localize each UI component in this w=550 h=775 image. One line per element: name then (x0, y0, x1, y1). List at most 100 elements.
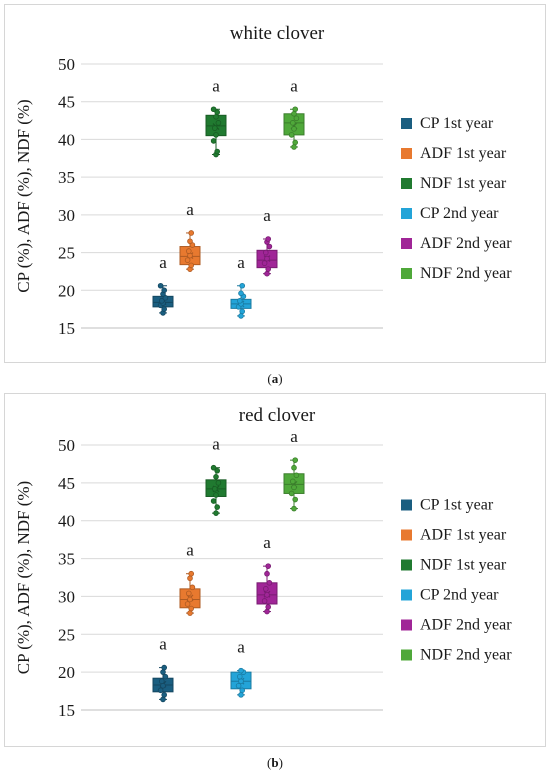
y-tick-label: 50 (58, 436, 75, 455)
data-point (187, 596, 193, 603)
data-point (235, 682, 242, 689)
data-point (186, 248, 192, 254)
significance-letter: a (263, 206, 271, 225)
data-point (237, 673, 243, 680)
significance-letter: a (212, 76, 220, 95)
data-point (188, 605, 195, 612)
caption-a: (a) (267, 371, 283, 386)
data-point (265, 236, 272, 242)
legend-label: ADF 1st year (420, 145, 507, 162)
data-point (262, 586, 269, 592)
significance-letter: a (159, 635, 167, 654)
legend-swatch (401, 559, 412, 571)
data-point (161, 692, 168, 698)
y-tick-label: 25 (58, 244, 75, 263)
caption-a-label: a (271, 371, 279, 386)
box-group: a (283, 427, 305, 512)
legend-label: ADF 2nd year (420, 235, 512, 252)
legend-label: NDF 2nd year (420, 265, 512, 282)
legend-swatch (401, 148, 412, 159)
data-point (264, 570, 270, 577)
legend-label: ADF 2nd year (420, 617, 512, 634)
data-point (213, 510, 219, 516)
data-point (262, 249, 269, 256)
y-tick-label: 15 (58, 319, 75, 338)
y-tick-label: 25 (58, 625, 75, 644)
data-point (160, 682, 166, 689)
legend-swatch (401, 529, 412, 541)
significance-letter: a (237, 638, 245, 657)
data-point (213, 492, 219, 498)
legend-swatch (401, 178, 412, 189)
y-tick-label: 40 (58, 130, 75, 149)
data-point (265, 604, 272, 610)
y-axis-label: CP (%), ADF (%), NDF (%) (14, 99, 33, 292)
box-group: a (256, 206, 278, 277)
data-point (265, 563, 272, 569)
legend-swatch (401, 208, 412, 219)
data-point (239, 282, 246, 289)
legend-label: CP 2nd year (420, 587, 499, 604)
data-point (187, 610, 193, 616)
data-point (264, 592, 270, 598)
significance-letter: a (290, 76, 298, 95)
legend-swatch (401, 118, 412, 129)
data-point (266, 243, 273, 250)
y-tick-label: 35 (58, 168, 75, 187)
significance-letter: a (237, 253, 245, 272)
data-point (215, 120, 222, 126)
legend-swatch (401, 268, 412, 279)
significance-letter: a (263, 533, 271, 552)
data-point (264, 270, 270, 277)
data-point (157, 687, 164, 694)
data-point (292, 106, 299, 113)
data-point (291, 484, 297, 491)
box-group: a (283, 76, 305, 150)
data-point (265, 266, 272, 272)
chart-a: white clover 15 20 25 30 35 40 45 50 CP (%), ADF … (14, 23, 512, 338)
data-point (238, 692, 244, 698)
significance-letter: a (212, 435, 220, 454)
data-point (239, 687, 246, 694)
data-point (160, 669, 166, 675)
data-point (288, 490, 295, 497)
legend-label: NDF 2nd year (420, 647, 512, 664)
data-point (212, 486, 218, 492)
data-point (238, 313, 244, 319)
y-tick-label: 45 (58, 93, 75, 112)
data-point (161, 287, 168, 294)
data-point (210, 106, 217, 113)
legend-label: NDF 1st year (420, 175, 507, 192)
box-group: a (179, 541, 201, 616)
data-point (213, 114, 219, 120)
data-point (187, 238, 193, 245)
chart-title: white clover (230, 23, 325, 44)
data-point (237, 298, 243, 304)
box-group: a (152, 635, 174, 703)
chart-panel-b: red clover 15 20 25 30 35 40 45 50 CP (%), ADF (%… (4, 393, 546, 747)
y-tick-label: 50 (58, 55, 75, 74)
box-group: a (230, 638, 252, 698)
data-point (161, 664, 168, 671)
significance-letter: a (159, 253, 167, 272)
data-point (188, 230, 195, 236)
y-tick-label: 20 (58, 281, 75, 300)
data-point (187, 575, 193, 582)
data-point (292, 457, 299, 463)
box-group: a (205, 435, 227, 516)
data-point (215, 480, 222, 486)
y-tick-label: 35 (58, 550, 75, 569)
data-point (266, 580, 273, 586)
significance-letter: a (186, 200, 194, 219)
data-point (161, 306, 168, 312)
box-group: a (256, 533, 278, 615)
data-point (291, 464, 297, 471)
data-point (238, 667, 244, 674)
data-point (213, 132, 219, 138)
data-point (288, 132, 295, 138)
data-point (264, 608, 270, 615)
data-point (214, 148, 221, 155)
data-point (291, 110, 297, 117)
data-point (214, 504, 221, 510)
data-point (184, 601, 191, 607)
